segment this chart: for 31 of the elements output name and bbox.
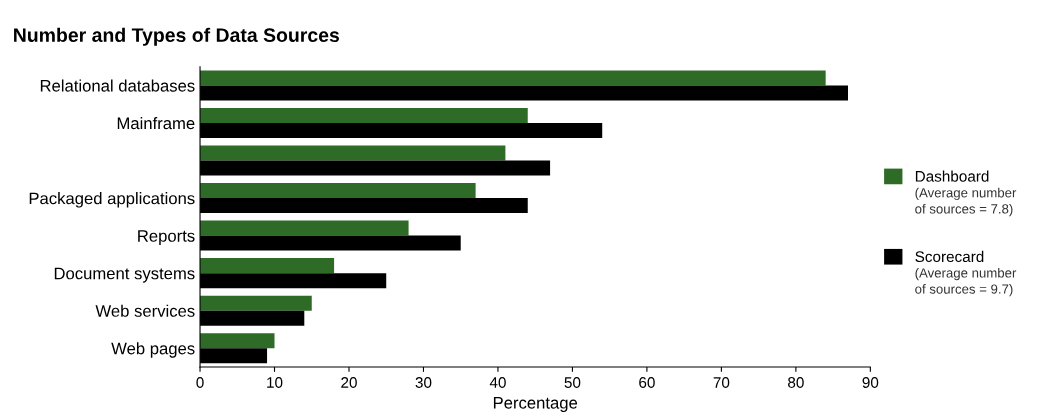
x-tick-label: 0 (196, 377, 204, 388)
chart-title: Number and Types of Data Sources (14, 27, 340, 46)
x-tick-label: 50 (564, 377, 581, 388)
text: (Average number of sources = 9.7) (915, 267, 1017, 297)
y-tick-label: Document systems (54, 267, 195, 283)
x-tick-label: 80 (788, 377, 804, 388)
legend-label: Scorecard (915, 250, 984, 263)
x-tick-label: 20 (341, 377, 357, 388)
y-tick-label: Packaged applications (29, 192, 195, 208)
bar (200, 108, 528, 124)
bar (200, 183, 476, 199)
bar (200, 70, 826, 86)
x-tick-label: 40 (489, 377, 506, 388)
x-tick-label: 30 (415, 377, 432, 388)
x-tick-label: 70 (713, 377, 730, 388)
y-tick-label: Mainframe (117, 116, 195, 130)
y-tick-label: Reports (138, 230, 195, 246)
bar (200, 333, 275, 349)
x-axis-title: Percentage (493, 397, 578, 413)
y-tick-label: Web pages (111, 342, 195, 358)
bar (200, 295, 312, 311)
text: (Average number of sources = 7.8) (915, 187, 1017, 217)
y-tick-label: Web services (95, 304, 195, 317)
x-tick-label: 60 (639, 377, 655, 388)
x-tick-label: 90 (862, 377, 879, 388)
x-tick-label: 10 (267, 377, 283, 388)
bar (200, 258, 335, 274)
bar (200, 220, 409, 236)
y-tick-label: Relational databases (40, 79, 195, 92)
legend-label: Dashboard (915, 170, 989, 182)
bar (200, 145, 506, 161)
